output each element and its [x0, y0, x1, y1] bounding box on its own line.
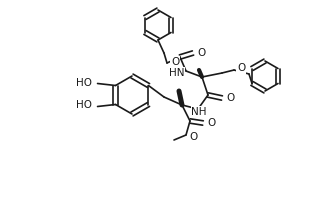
Text: O: O: [226, 93, 234, 103]
Text: HN: HN: [168, 68, 184, 78]
Text: O: O: [171, 57, 179, 67]
Text: NH: NH: [191, 107, 207, 117]
Text: HO: HO: [76, 77, 92, 88]
Text: O: O: [197, 48, 205, 58]
Text: O: O: [237, 63, 245, 73]
Text: O: O: [189, 132, 197, 142]
Text: HO: HO: [76, 100, 92, 111]
Text: O: O: [207, 118, 215, 128]
